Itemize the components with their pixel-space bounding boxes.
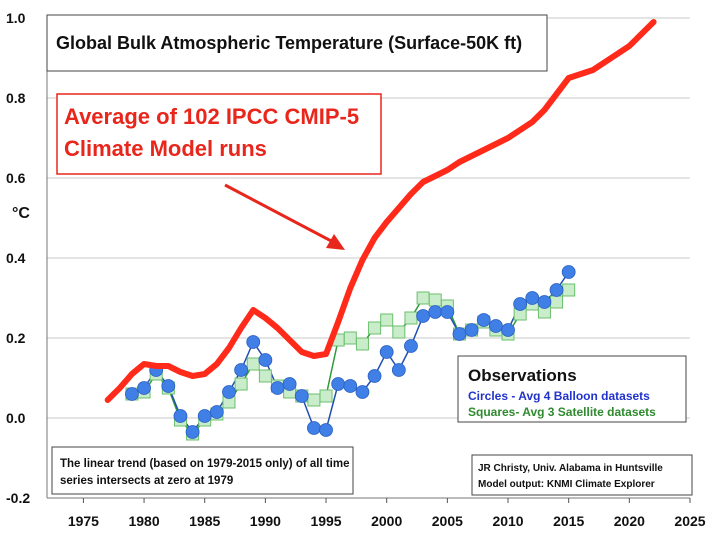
- satellite-point: [562, 283, 576, 297]
- y-axis-label: °C: [12, 205, 30, 222]
- model-arrow-shaft: [224, 183, 336, 245]
- balloon-point: [294, 389, 309, 403]
- model-label-line-1: Average of 102 IPCC CMIP-5: [64, 104, 359, 129]
- title-box: [46, 14, 548, 72]
- balloon-point: [367, 369, 382, 383]
- credit-line-2: Model output: KNMI Climate Explorer: [478, 479, 655, 490]
- balloon-point: [391, 363, 406, 377]
- balloon-point: [307, 421, 321, 435]
- balloon-point: [440, 305, 455, 319]
- observations-title: Observations: [468, 366, 577, 385]
- balloon-point: [501, 323, 515, 337]
- balloon-point: [282, 377, 297, 391]
- x-tick-label: 1990: [250, 513, 281, 529]
- balloon-point: [488, 319, 503, 333]
- x-tick-label: 1995: [310, 513, 341, 529]
- x-tick-label: 2005: [432, 513, 463, 529]
- balloon-point: [525, 291, 540, 305]
- model-label-line-2: Climate Model runs: [64, 136, 267, 161]
- balloon-point: [404, 339, 418, 353]
- y-tick-label: 0.8: [6, 90, 26, 106]
- satellite-point: [307, 393, 321, 407]
- balloon-point: [513, 297, 528, 311]
- x-tick-label: 1985: [189, 513, 220, 529]
- y-tick-label: 0.6: [6, 170, 26, 186]
- model-series-line: [104, 19, 657, 403]
- satellite-point: [416, 291, 430, 305]
- y-tick-label: 0.2: [6, 330, 26, 346]
- trend-note-line-1: The linear trend (based on 1979-2015 onl…: [60, 458, 350, 470]
- balloon-point: [464, 323, 479, 337]
- x-tick-label: 1975: [68, 513, 99, 529]
- balloon-point: [319, 423, 333, 437]
- x-axis-ticks: 1975 1980 1985 1990 1995 2000 2005 2010 2015 2020…: [68, 498, 706, 529]
- satellite-point: [550, 295, 564, 309]
- observations-satellite-label: Squares- Avg 3 Satellite datasets: [468, 405, 656, 419]
- balloon-point: [222, 385, 236, 399]
- balloon-point: [234, 363, 249, 377]
- x-tick-label: 2025: [674, 513, 705, 529]
- balloon-point: [355, 385, 370, 399]
- satellite-point: [428, 293, 442, 307]
- balloon-point: [476, 313, 491, 327]
- balloon-point: [549, 283, 564, 297]
- balloon-point: [452, 327, 467, 341]
- balloon-point: [561, 265, 576, 279]
- credit-line-1: JR Christy, Univ. Alabama in Huntsville: [478, 463, 663, 474]
- satellite-point: [319, 389, 333, 403]
- observations-box: [457, 355, 687, 423]
- balloon-point: [270, 381, 285, 395]
- x-tick-label: 1980: [128, 513, 159, 529]
- y-tick-label: 0.0: [6, 410, 26, 426]
- observations-balloon-label: Circles - Avg 4 Balloon datasets: [468, 389, 650, 403]
- x-tick-label: 2010: [492, 513, 523, 529]
- balloon-point: [416, 309, 430, 323]
- balloon-point: [209, 405, 224, 419]
- y-tick-label: 1.0: [6, 10, 26, 26]
- satellite-point: [246, 357, 260, 371]
- trend-note-box: [51, 446, 354, 495]
- model-arrow-head: [326, 234, 345, 250]
- balloon-point: [137, 381, 151, 395]
- y-axis-ticks: 1.0 0.8 0.6 0.4 0.2 0.0 -0.2: [6, 10, 30, 506]
- trend-note-line-2: series intersects at zero at 1979: [60, 475, 233, 487]
- x-tick-label: 2020: [614, 513, 645, 529]
- balloon-point: [173, 409, 188, 423]
- balloon-point: [343, 379, 358, 393]
- satellite-point: [392, 325, 406, 339]
- balloon-point: [331, 377, 346, 391]
- satellite-point: [234, 377, 248, 391]
- satellite-point: [404, 311, 418, 325]
- y-tick-label: -0.2: [6, 490, 30, 506]
- satellite-point: [368, 321, 382, 335]
- credit-box: [471, 454, 693, 496]
- balloon-point: [428, 305, 443, 319]
- balloon-point: [258, 353, 273, 367]
- balloon-point: [197, 409, 212, 423]
- balloon-point: [537, 295, 552, 309]
- satellite-point: [355, 337, 369, 351]
- satellite-point: [343, 331, 357, 345]
- model-label-box: [56, 93, 382, 175]
- balloon-point: [185, 425, 200, 439]
- chart-title: Global Bulk Atmospheric Temperature (Sur…: [56, 33, 522, 53]
- balloon-point: [161, 379, 176, 393]
- y-tick-label: 0.4: [6, 250, 26, 266]
- x-tick-label: 2015: [553, 513, 584, 529]
- series-layer: [104, 19, 657, 441]
- satellite-point: [380, 313, 394, 327]
- satellite-point: [258, 369, 272, 383]
- balloon-point: [125, 387, 139, 401]
- balloon-point: [246, 335, 261, 349]
- balloon-point: [379, 345, 394, 359]
- x-tick-label: 2000: [371, 513, 402, 529]
